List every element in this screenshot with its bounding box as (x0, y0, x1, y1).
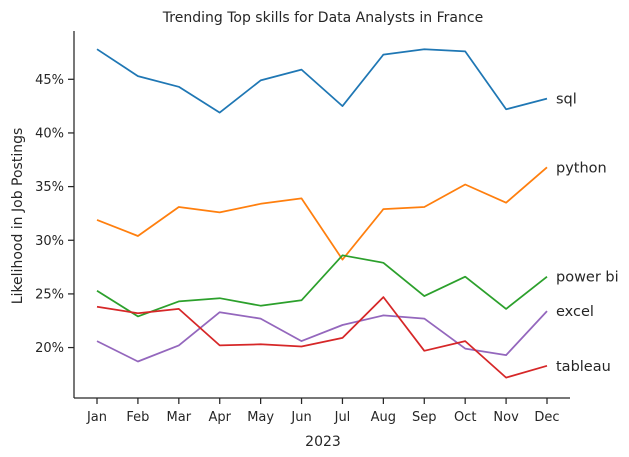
y-tick-label: 20% (35, 341, 64, 356)
x-tick-label: Oct (454, 410, 476, 425)
series-line-power-bi (96, 254, 548, 318)
series-label-excel: excel (556, 304, 594, 320)
series-line-python (96, 166, 548, 261)
series-label-sql: sql (556, 92, 577, 108)
y-tick-label: 45% (35, 73, 64, 88)
series-line-excel (96, 310, 548, 363)
y-tick-label: 35% (35, 180, 64, 195)
y-tick-label: 40% (35, 126, 64, 141)
y-axis-label: Likelihood in Job Postings (10, 128, 26, 305)
series-label-power-bi: power bi (556, 270, 619, 286)
x-tick-label: Apr (208, 410, 231, 425)
axes: Jan Feb Mar Apr May Jun Jul Aug Sep Oct Nov Dec 20% 2… (35, 31, 570, 425)
series-line-sql (96, 48, 548, 114)
x-tick-label: Jan (86, 410, 107, 425)
x-tick-label: Feb (126, 410, 149, 425)
chart-title: Trending Top skills for Data Analysts in… (162, 10, 483, 26)
x-axis-label: 2023 (305, 434, 341, 450)
x-tick-label: Mar (167, 410, 192, 425)
x-tick-label: Dec (534, 410, 559, 425)
series-group (96, 48, 548, 379)
series-label-tableau: tableau (556, 359, 611, 375)
x-tick-label: Nov (493, 410, 519, 425)
x-tick-label: May (247, 410, 274, 425)
x-tick-label: Aug (371, 410, 396, 425)
x-tick-label: Sep (412, 410, 437, 425)
x-tick-label: Jul (334, 410, 351, 425)
series-label-python: python (556, 160, 607, 176)
series-line-tableau (96, 296, 548, 379)
x-tick-label: Jun (290, 410, 311, 425)
y-tick-label: 30% (35, 234, 64, 249)
y-tick-label: 25% (35, 287, 64, 302)
series-end-labels: sql python power bi excel tableau (556, 92, 619, 375)
